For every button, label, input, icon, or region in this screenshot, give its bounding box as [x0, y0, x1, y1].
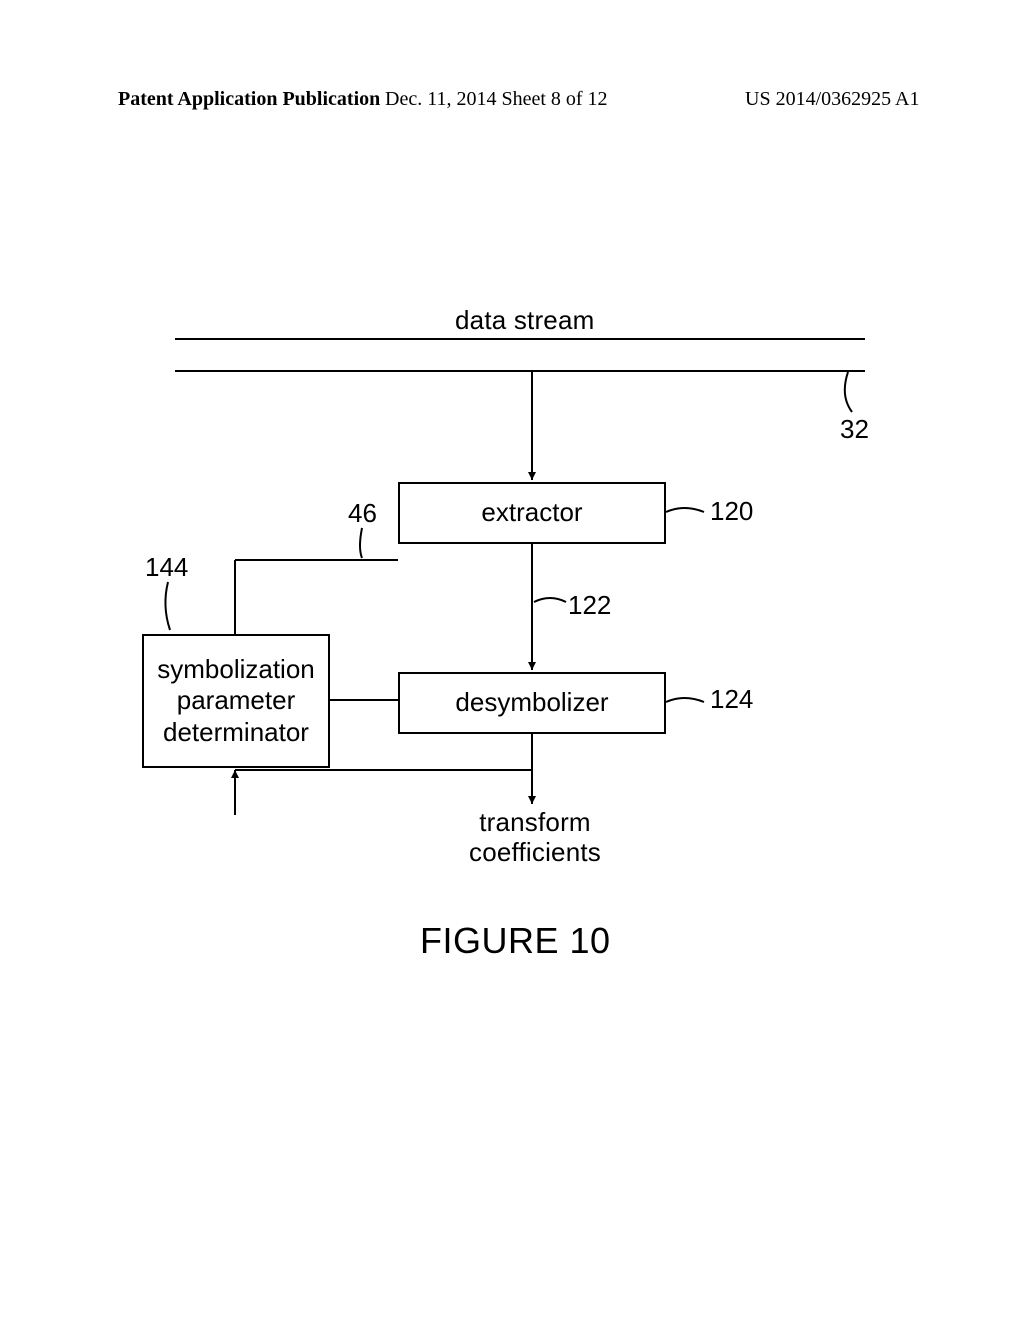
- figure-caption: FIGURE 10: [420, 920, 611, 962]
- lead-120-tilde: [666, 508, 704, 512]
- label-transform-coefficients: transform coefficients: [455, 808, 615, 868]
- box-extractor: extractor: [398, 482, 666, 544]
- frame-line-upper: [175, 338, 865, 340]
- box-symbolization-parameter-determinator: symbolization parameter determinator: [142, 634, 330, 768]
- lead-124-tilde: [666, 698, 704, 702]
- frame-line-lower: [175, 370, 865, 372]
- ref-120: 120: [710, 496, 753, 527]
- label-data-stream: data stream: [455, 306, 635, 336]
- ref-124: 124: [710, 684, 753, 715]
- ref-46: 46: [348, 498, 377, 529]
- lead-32-curve: [845, 372, 852, 412]
- ref-122: 122: [568, 590, 611, 621]
- ref-144: 144: [145, 552, 188, 583]
- box-desymbolizer: desymbolizer: [398, 672, 666, 734]
- lead-144-curve: [165, 582, 170, 630]
- diagram-figure-10: data stream extractor desymbolizer symbo…: [0, 0, 1024, 1320]
- ref-32: 32: [840, 414, 869, 445]
- lead-46-curve: [360, 528, 362, 558]
- lead-122-tilde: [534, 598, 566, 602]
